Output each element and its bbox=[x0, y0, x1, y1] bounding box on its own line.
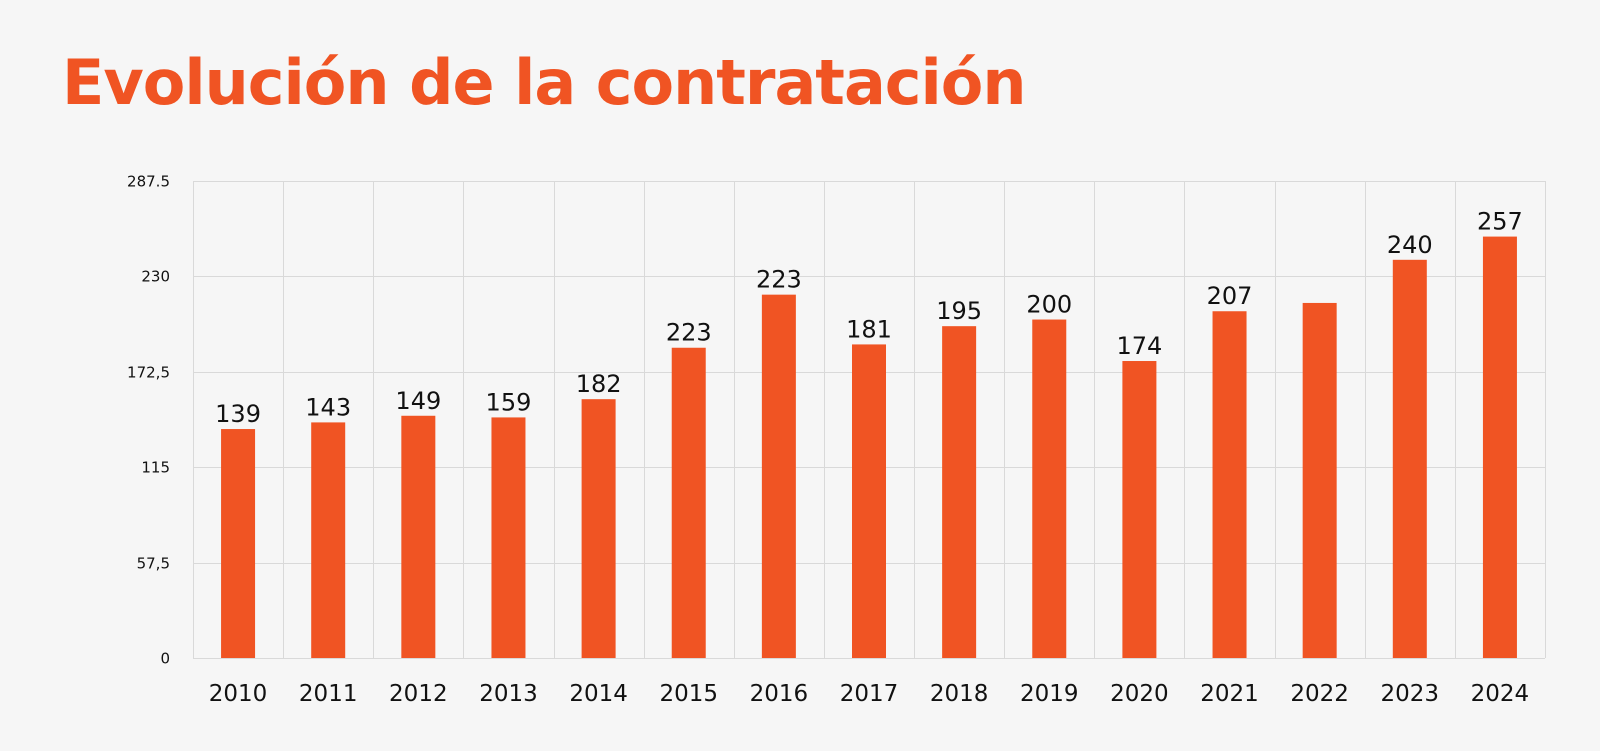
bar bbox=[1122, 361, 1157, 658]
bar bbox=[491, 417, 526, 658]
data-label: 240 bbox=[1387, 231, 1433, 259]
data-label: 200 bbox=[1026, 291, 1072, 319]
chart-title: Evolución de la contratación bbox=[62, 46, 1027, 119]
bar bbox=[1482, 236, 1517, 658]
x-tick-label: 2017 bbox=[840, 681, 899, 707]
bar bbox=[1212, 311, 1247, 658]
data-label: 223 bbox=[666, 319, 712, 347]
data-label: 223 bbox=[756, 266, 802, 294]
x-tick-label: 2019 bbox=[1020, 681, 1079, 707]
data-label: 159 bbox=[486, 388, 532, 416]
bar bbox=[221, 429, 256, 658]
bars bbox=[221, 236, 1517, 658]
x-tick-label: 2014 bbox=[569, 681, 628, 707]
x-tick-label: 2023 bbox=[1381, 681, 1440, 707]
bar bbox=[1032, 319, 1067, 658]
data-label: 174 bbox=[1116, 332, 1162, 360]
x-tick-label: 2022 bbox=[1290, 681, 1349, 707]
data-label: 181 bbox=[846, 315, 892, 343]
bar bbox=[942, 326, 977, 658]
data-label: 149 bbox=[395, 387, 441, 415]
data-label: 257 bbox=[1477, 208, 1523, 236]
x-tick-label: 2021 bbox=[1200, 681, 1259, 707]
data-label: 195 bbox=[936, 297, 982, 325]
x-tick-label: 2024 bbox=[1471, 681, 1530, 707]
x-tick-label: 2018 bbox=[930, 681, 989, 707]
data-label: 143 bbox=[305, 393, 351, 421]
y-tick-label: 0 bbox=[160, 650, 170, 668]
data-label: 139 bbox=[215, 400, 261, 428]
bar bbox=[401, 415, 436, 658]
x-tick-label: 2015 bbox=[659, 681, 718, 707]
data-label: 207 bbox=[1207, 282, 1253, 310]
bar bbox=[581, 399, 616, 658]
x-tick-label: 2012 bbox=[389, 681, 448, 707]
bar bbox=[852, 344, 886, 658]
y-tick-label: 115 bbox=[141, 459, 170, 477]
x-tick-label: 2010 bbox=[209, 681, 268, 707]
x-tick-label: 2013 bbox=[479, 681, 538, 707]
x-axis: 2010 2011 2012 2013 2014 2015 2016 2017 2018 2019… bbox=[209, 681, 1529, 707]
y-tick-label: 57,5 bbox=[137, 555, 170, 573]
y-tick-label: 287.5 bbox=[127, 173, 170, 191]
data-label: 182 bbox=[576, 370, 622, 398]
bar bbox=[1302, 302, 1337, 658]
bar bbox=[311, 422, 346, 658]
x-tick-label: 2016 bbox=[750, 681, 809, 707]
bar bbox=[1392, 259, 1427, 658]
y-tick-label: 230 bbox=[141, 268, 170, 286]
x-tick-label: 2020 bbox=[1110, 681, 1169, 707]
y-tick-label: 172,5 bbox=[127, 364, 170, 382]
bar bbox=[671, 347, 706, 658]
data-labels: 139 143 149 159 182 223 223 181 195 200 174 207 240 2… bbox=[215, 208, 1523, 428]
bar bbox=[761, 294, 796, 658]
y-axis: 0 57,5 115 172,5 230 287.5 bbox=[127, 173, 170, 668]
x-tick-label: 2011 bbox=[299, 681, 358, 707]
